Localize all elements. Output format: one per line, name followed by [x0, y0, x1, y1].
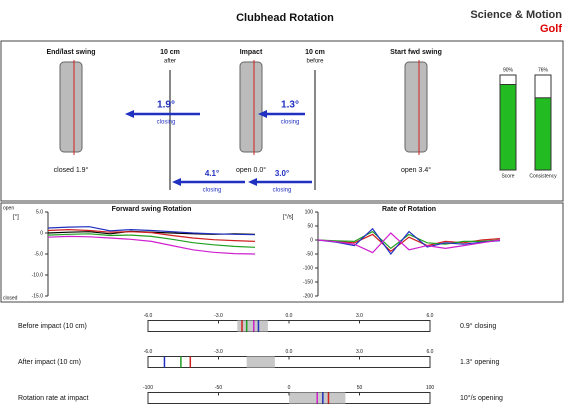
- y-tick-label: 50: [307, 223, 313, 229]
- scale-tick-label: -100: [143, 385, 153, 391]
- line: [317, 227, 501, 255]
- arrow-text: closing: [203, 188, 222, 194]
- line: [47, 235, 256, 255]
- position-angle: open 3.4°: [401, 166, 431, 174]
- arrow-shapes: [125, 110, 312, 186]
- score-bar: [534, 97, 552, 171]
- scale-label: After impact (10 cm): [18, 359, 81, 366]
- top-panel: [0, 40, 564, 202]
- line: [47, 226, 256, 236]
- arrow-value: 1.3°: [281, 100, 299, 111]
- arrow-text: closing: [281, 120, 300, 126]
- y-tick-label: 0: [40, 230, 43, 236]
- scale-tick-label: -6.0: [144, 313, 153, 319]
- position-label: End/last swing: [46, 49, 95, 56]
- scale-shade: [246, 356, 275, 368]
- title: Clubhead Rotation: [236, 12, 334, 24]
- score-bar: [499, 84, 517, 171]
- score-label: 90%: [503, 67, 514, 73]
- scale-result: 1.3° opening: [460, 358, 499, 366]
- y-tick-label: 5.0: [36, 209, 43, 215]
- arrow-value: 4.1°: [205, 169, 219, 178]
- scale-result: 0.9° closing: [460, 322, 496, 330]
- position-angle: open 0.0°: [236, 166, 266, 174]
- scale-tick-label: -3.0: [214, 313, 223, 319]
- arrow-value: 3.0°: [275, 169, 289, 178]
- y-tick-label: -50: [306, 251, 313, 257]
- line: [317, 232, 501, 254]
- score-label: 76%: [538, 67, 549, 73]
- scale-shade: [237, 320, 268, 332]
- chart-title: Rate of Rotation: [382, 206, 436, 213]
- scale-tick-label: 0.0: [286, 349, 293, 355]
- scale-tick-label: 6.0: [427, 313, 434, 319]
- y-tick-label: -10.0: [32, 272, 44, 278]
- arrow-text: closing: [273, 188, 292, 194]
- position-label: Impact: [240, 49, 263, 56]
- chart-title: Forward swing Rotation: [112, 206, 192, 213]
- arrow-text: closing: [157, 120, 176, 126]
- arrow-value: 1.9°: [157, 100, 175, 111]
- y-tick-label: -200: [303, 293, 313, 299]
- y-tick-label: -150: [303, 279, 313, 285]
- position-sub: after: [164, 59, 176, 65]
- chart-unit: [°]: [13, 215, 19, 221]
- y-tick-label: -5.0: [34, 251, 43, 257]
- scale-tick-label: 0: [288, 385, 291, 391]
- scale-tick-label: 0.0: [286, 313, 293, 319]
- scale-tick-label: 3.0: [356, 349, 363, 355]
- y-tick-label: -100: [303, 265, 313, 271]
- scale-tick-label: 50: [357, 385, 363, 391]
- position-angle: closed 1.9°: [54, 166, 89, 174]
- brand: Science & Motion: [470, 9, 562, 21]
- scale-tick-label: -3.0: [214, 349, 223, 355]
- scale-result: 10°/s opening: [460, 394, 503, 402]
- y-tick-label: 100: [305, 209, 314, 215]
- position-sub: before: [306, 59, 324, 65]
- position-label: 10 cm: [160, 49, 180, 56]
- scale-tick-label: 6.0: [427, 349, 434, 355]
- line: [47, 233, 256, 248]
- line: [317, 230, 501, 250]
- scale-tick-label: 3.0: [356, 313, 363, 319]
- position-label: Start fwd swing: [390, 49, 442, 56]
- line: [47, 228, 256, 242]
- chart-top: open: [3, 205, 14, 211]
- score-name: Score: [501, 173, 514, 179]
- y-tick-label: 0: [310, 237, 313, 243]
- y-tick-label: -15.0: [32, 293, 44, 299]
- scale-label: Rotation rate at impact: [18, 395, 88, 402]
- scale-tick-label: -50: [215, 385, 222, 391]
- chart-unit: [°/s]: [283, 215, 294, 221]
- scale-tick-label: 100: [426, 385, 435, 391]
- brand-sub: Golf: [540, 23, 562, 35]
- position-label: 10 cm: [305, 49, 325, 56]
- score-name: Consistency: [529, 173, 557, 179]
- chart-panel: [0, 202, 564, 303]
- clubs: [59, 60, 428, 190]
- chart-bottom: closed: [3, 295, 18, 301]
- scale-label: Before impact (10 cm): [18, 323, 87, 330]
- scale-tick-label: -6.0: [144, 349, 153, 355]
